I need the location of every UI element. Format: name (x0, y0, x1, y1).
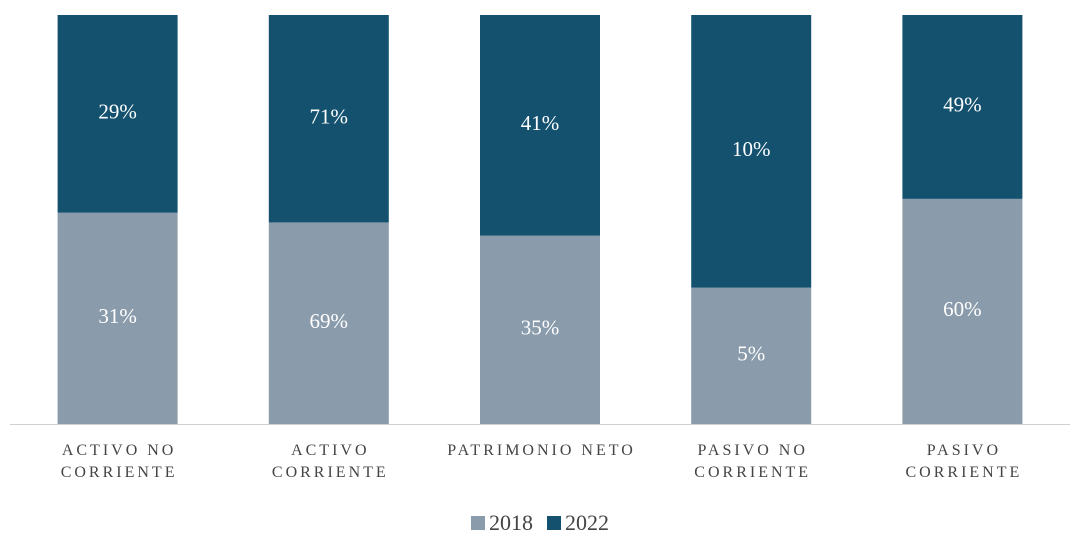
legend-item: 2018 (471, 510, 533, 536)
data-label: 10% (732, 137, 771, 161)
x-tick-label: ACTIVO NO CORRIENTE (60, 442, 178, 481)
bar-segment (480, 235, 600, 424)
legend-swatch (547, 516, 561, 530)
chart: 31% 29% 69% 71% 35% 41% 5% 10% 60% 49% (10, 15, 1070, 425)
data-label: 31% (98, 304, 137, 328)
bar-segment (691, 15, 812, 288)
data-label: 29% (98, 100, 137, 124)
legend: 2018 2022 (0, 510, 1080, 536)
legend-label: 2022 (565, 510, 609, 535)
bar-segment (268, 222, 389, 424)
x-tick-label: PATRIMONIO NETO (447, 442, 636, 459)
x-tick-label: PASIVO NO CORRIENTE (694, 442, 812, 481)
legend-swatch (471, 516, 485, 530)
bar-segment (268, 15, 389, 223)
data-label: 60% (943, 297, 982, 321)
bar-segment (480, 15, 600, 236)
data-label: 69% (310, 309, 349, 333)
bar-segment (902, 15, 1023, 199)
data-label: 41% (521, 111, 560, 135)
legend-item: 2022 (547, 510, 609, 536)
bar-segment (57, 15, 178, 213)
bar-segment (902, 198, 1023, 424)
data-label: 71% (310, 105, 349, 129)
data-label: 35% (521, 316, 560, 340)
bar-segment (691, 287, 812, 424)
data-label: 5% (737, 342, 765, 366)
legend-label: 2018 (489, 510, 533, 535)
data-label: 49% (943, 93, 982, 117)
x-tick-label: PASIVO CORRIENTE (905, 442, 1023, 481)
x-tick-label: ACTIVO CORRIENTE (271, 442, 389, 481)
bar-segment (57, 212, 178, 424)
